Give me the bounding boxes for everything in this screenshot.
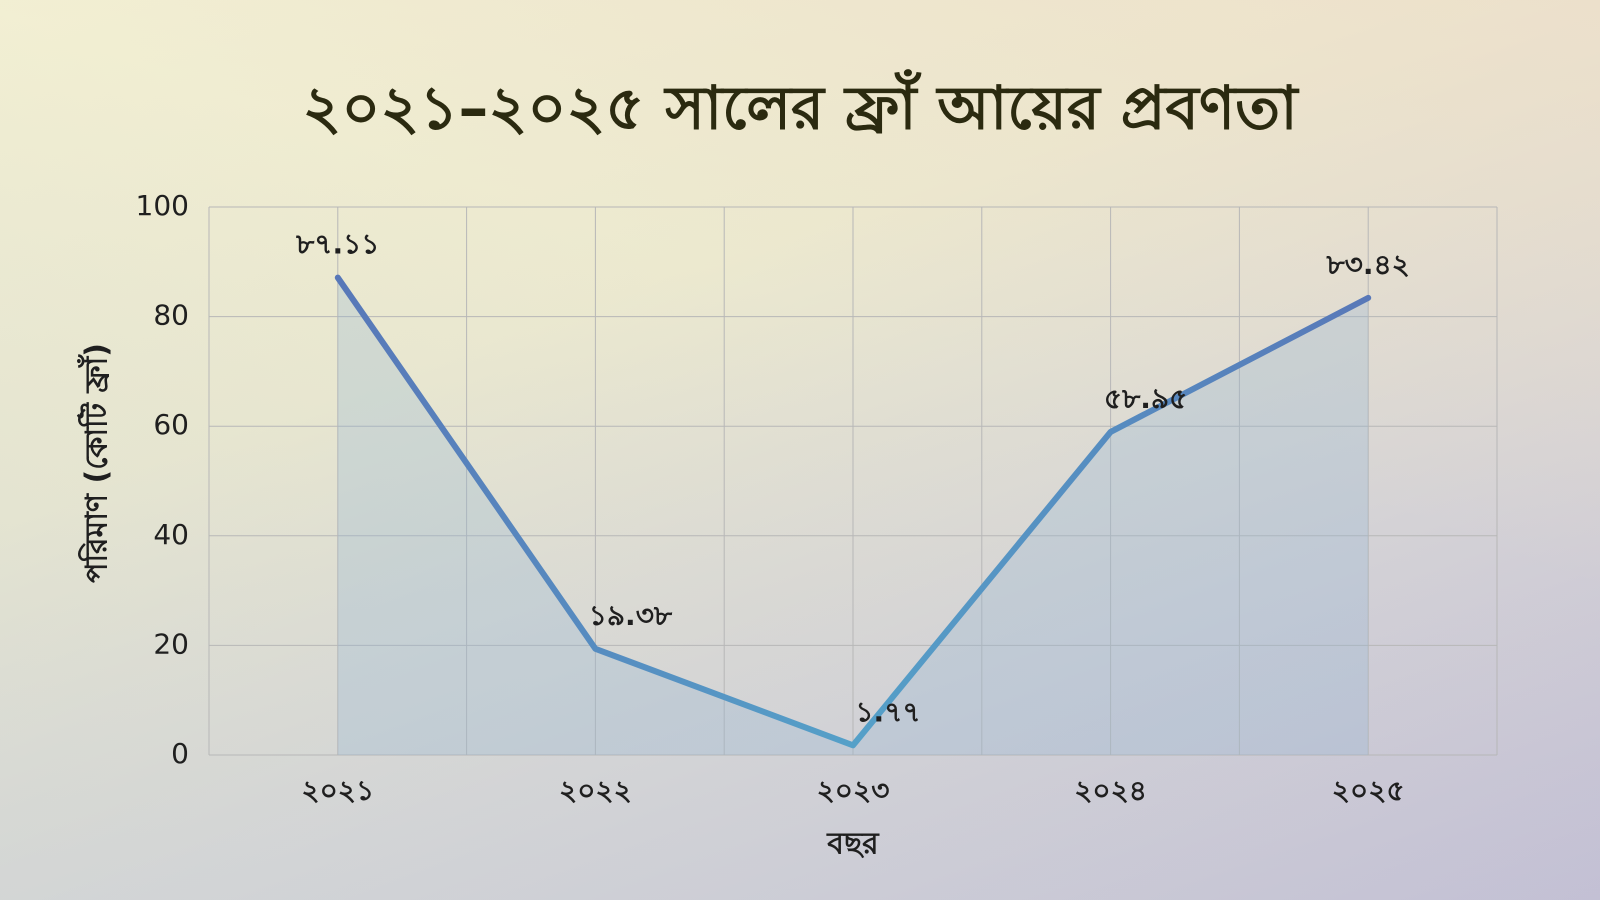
y-tick-label: 100 [136,189,189,222]
data-label: ১৯.৩৮ [589,599,673,632]
y-tick-label: 80 [153,299,189,332]
x-axis-label: বছর [826,827,880,862]
data-label: ৮৩.৪২ [1326,248,1410,281]
y-tick-label: 20 [153,627,189,660]
x-tick-label: ২০২৪ [1074,774,1147,807]
area [337,277,1369,755]
data-label: ১.৭৭ [855,695,920,728]
x-tick-label: ২০২১ [301,774,374,807]
chart-title: ২০২১–২০২৫ সালের ফ্রাঁ আয়ের প্রবণতা [302,70,1300,144]
data-label: ৮৭.১১ [295,228,379,261]
x-tick-label: ২০২৫ [1332,774,1405,807]
y-tick-label: 60 [153,408,189,441]
data-label: ৫৮.৯৫ [1104,382,1187,415]
y-axis-label: পরিমাণ (কোটি ফ্রাঁ) [77,343,115,583]
plot-area: 0 20 40 60 80 100 ২০২১ ২০২২ ২০২৩ ২০২৪ ২০২৫ ৮৭.১১ ১৯.… [136,189,1498,807]
y-tick-label: 40 [153,518,189,551]
y-tick-label: 0 [171,737,189,770]
line [334,274,1372,749]
x-tick-label: ২০২২ [559,774,632,807]
x-tick-label: ২০২৩ [817,774,890,807]
